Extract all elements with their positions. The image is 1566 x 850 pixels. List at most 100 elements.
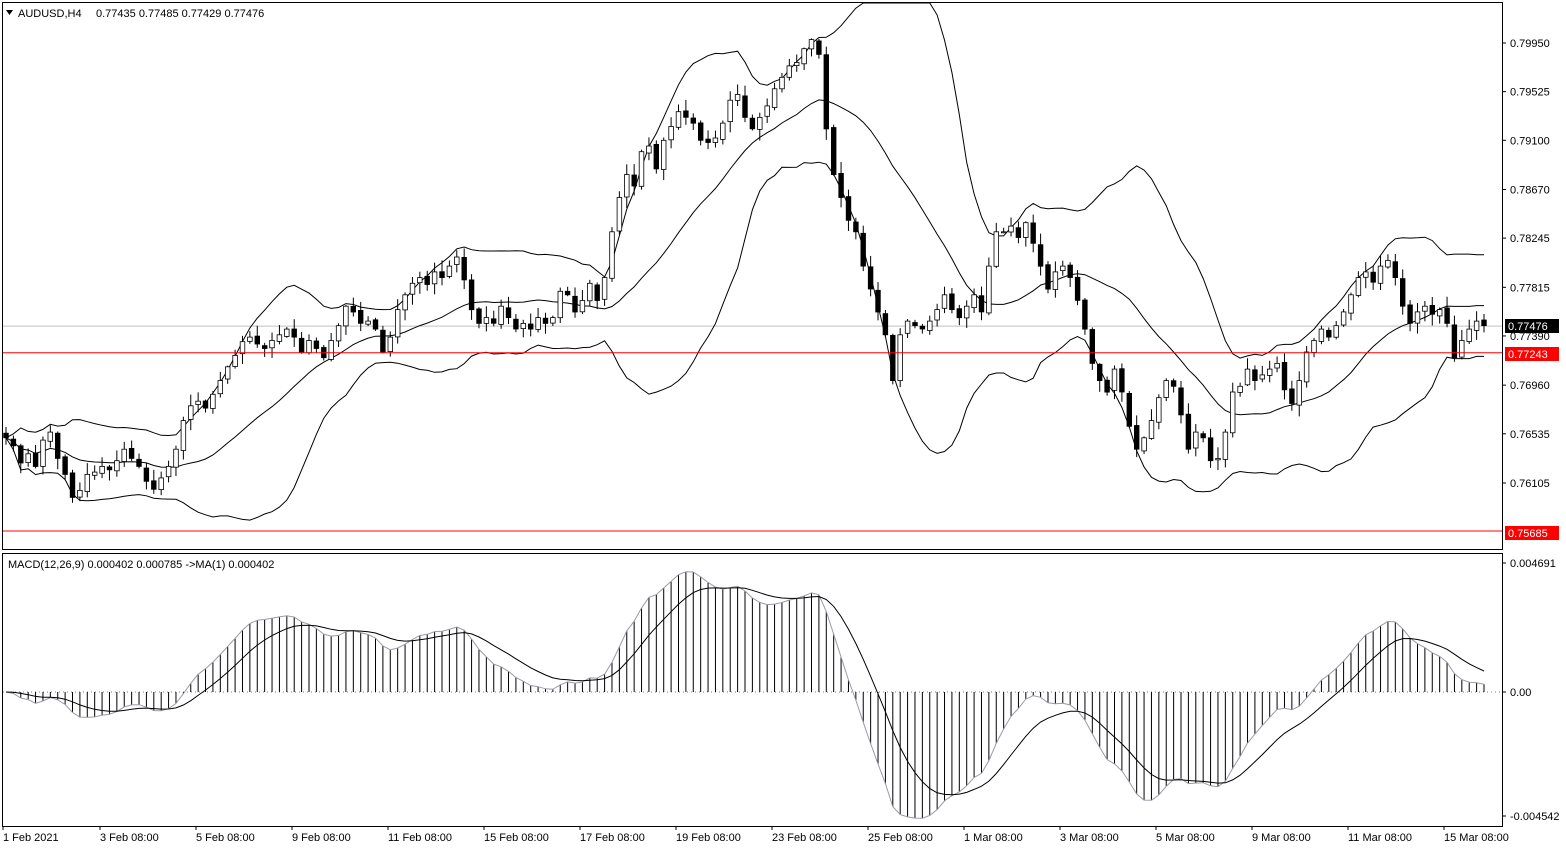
candle bbox=[106, 464, 113, 481]
candle bbox=[269, 332, 275, 358]
candle bbox=[860, 225, 866, 272]
candle bbox=[1119, 363, 1125, 402]
candle bbox=[505, 296, 512, 325]
candle bbox=[579, 290, 586, 314]
price-tick-label: 0.76535 bbox=[1510, 429, 1550, 441]
candle bbox=[461, 248, 467, 290]
price-tick-label: 0.79100 bbox=[1510, 135, 1550, 147]
candle bbox=[298, 332, 305, 354]
candle bbox=[136, 453, 142, 469]
candle bbox=[40, 436, 46, 475]
candle bbox=[313, 337, 320, 353]
time-tick-label: 3 Mar 08:00 bbox=[1060, 832, 1119, 844]
candle bbox=[1414, 303, 1421, 334]
candle bbox=[476, 307, 482, 329]
candle bbox=[934, 303, 940, 327]
candle bbox=[1473, 311, 1480, 340]
candle bbox=[394, 299, 401, 344]
candle bbox=[1067, 262, 1073, 287]
candle bbox=[490, 310, 497, 327]
candle bbox=[1178, 380, 1184, 424]
candle bbox=[1015, 221, 1022, 244]
candle bbox=[365, 316, 371, 327]
candle bbox=[1200, 431, 1206, 443]
price-tick-label: 0.78245 bbox=[1510, 233, 1550, 245]
candle bbox=[380, 325, 386, 354]
bollinger-upper-band bbox=[5, 2, 1484, 439]
candle bbox=[1318, 325, 1325, 345]
candle bbox=[454, 250, 460, 273]
candle bbox=[343, 304, 349, 335]
candle bbox=[18, 443, 24, 474]
time-tick-label: 15 Mar 08:00 bbox=[1444, 832, 1509, 844]
candle bbox=[180, 416, 187, 460]
candle bbox=[1237, 382, 1243, 397]
candle bbox=[284, 327, 290, 338]
candle bbox=[92, 465, 98, 480]
candle bbox=[446, 260, 453, 279]
candle bbox=[1163, 378, 1169, 402]
time-tick-label: 23 Feb 08:00 bbox=[772, 832, 837, 844]
time-axis: 1 Feb 2021 3 Feb 08:00 5 Feb 08:00 9 Feb 08… bbox=[2, 826, 1509, 844]
candle bbox=[402, 292, 408, 321]
candle bbox=[986, 257, 992, 316]
candle bbox=[631, 164, 637, 196]
candle bbox=[121, 441, 127, 467]
candle bbox=[372, 317, 379, 331]
candle bbox=[1222, 429, 1229, 468]
candle bbox=[1141, 436, 1147, 454]
candle bbox=[1333, 321, 1339, 340]
candle bbox=[77, 482, 83, 502]
time-tick-label: 15 Feb 08:00 bbox=[484, 832, 549, 844]
candle bbox=[424, 270, 430, 291]
horizontal-levels[interactable] bbox=[3, 352, 1502, 532]
candle bbox=[601, 276, 608, 306]
candle bbox=[350, 297, 356, 317]
candle bbox=[616, 191, 623, 235]
candle bbox=[1326, 327, 1332, 342]
candle bbox=[646, 137, 652, 161]
candle bbox=[195, 392, 201, 413]
candle bbox=[1281, 353, 1288, 400]
candle bbox=[224, 365, 231, 384]
price-tick-label: 0.76960 bbox=[1510, 380, 1550, 392]
candle bbox=[1259, 365, 1265, 383]
candle bbox=[1392, 254, 1398, 286]
candle bbox=[1170, 378, 1177, 393]
time-tick-label: 9 Mar 08:00 bbox=[1252, 832, 1311, 844]
candle bbox=[498, 299, 504, 329]
svg-text:0.77243: 0.77243 bbox=[1508, 349, 1548, 361]
time-tick-label: 1 Feb 2021 bbox=[3, 832, 59, 844]
candle bbox=[993, 222, 999, 269]
candle bbox=[439, 260, 445, 286]
candle bbox=[971, 288, 977, 314]
symbol-dropdown-icon[interactable] bbox=[6, 10, 13, 15]
candle bbox=[1126, 390, 1132, 428]
candle bbox=[1303, 345, 1310, 388]
macd-tick-label: 0.00 bbox=[1510, 687, 1531, 699]
macd-tick-label: 0.004691 bbox=[1510, 558, 1556, 570]
candle bbox=[1134, 415, 1140, 458]
candle bbox=[786, 58, 792, 81]
time-tick-label: 11 Feb 08:00 bbox=[388, 832, 452, 844]
price-panel[interactable] bbox=[2, 2, 1503, 550]
candle bbox=[668, 117, 674, 149]
candle bbox=[801, 47, 807, 71]
candle bbox=[1185, 403, 1192, 454]
candle bbox=[528, 313, 534, 337]
candle bbox=[609, 227, 615, 282]
candle bbox=[247, 331, 253, 344]
candle bbox=[1089, 327, 1095, 370]
macd-histogram bbox=[3, 571, 1502, 819]
candle bbox=[239, 335, 246, 364]
candle bbox=[1437, 307, 1443, 324]
candle bbox=[1252, 365, 1258, 391]
candle bbox=[1429, 297, 1435, 326]
candle bbox=[904, 319, 911, 339]
candle bbox=[55, 431, 61, 470]
candle bbox=[653, 140, 659, 174]
candle bbox=[151, 469, 157, 494]
macd-signal-line bbox=[5, 587, 1485, 796]
candle bbox=[69, 469, 76, 503]
